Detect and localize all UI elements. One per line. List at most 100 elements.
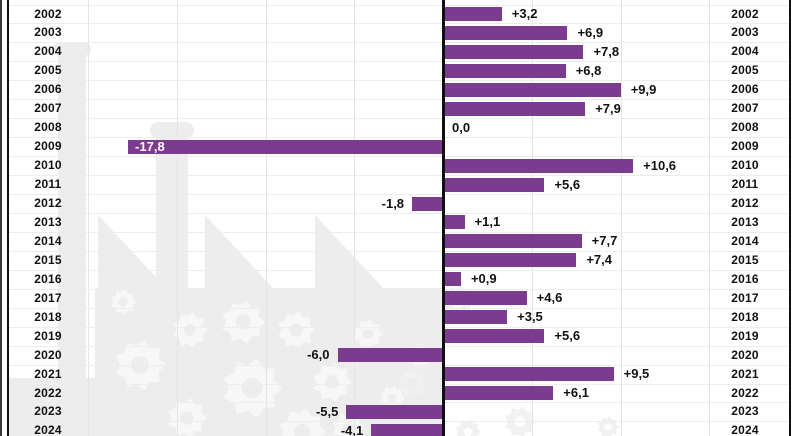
- year-label-right: 2022: [731, 385, 759, 400]
- horizontal-gridline: [9, 364, 789, 366]
- year-label-left: 2002: [34, 6, 62, 21]
- value-label-2002: +3,2: [511, 6, 538, 21]
- year-label-right: 2011: [731, 177, 759, 192]
- horizontal-gridline: [9, 345, 789, 347]
- year-label-left: 2018: [34, 309, 62, 324]
- year-label-left: 2017: [34, 290, 62, 305]
- value-label-2008: 0,0: [452, 119, 471, 135]
- horizontal-gridline: [9, 23, 789, 25]
- bar-2013: [445, 215, 465, 230]
- bar-2018: [445, 310, 508, 325]
- year-label-left: 2016: [34, 271, 62, 286]
- year-label-right: 2021: [731, 366, 759, 381]
- bar-2019: [445, 329, 545, 344]
- year-label-left: 2023: [34, 404, 62, 419]
- vertical-gridline: [88, 0, 89, 436]
- year-label-left: 2024: [34, 423, 62, 436]
- year-label-left: 2020: [34, 347, 62, 362]
- horizontal-gridline: [9, 383, 789, 385]
- value-label-2013: +1,1: [474, 214, 501, 230]
- value-label-2016: +0,9: [470, 271, 497, 287]
- year-label-left: 2009: [34, 139, 62, 154]
- year-label-right: 2005: [731, 63, 759, 78]
- value-label-2007: +7,9: [595, 100, 621, 116]
- zero-axis-line: [442, 0, 445, 436]
- year-label-right: 2019: [731, 328, 759, 343]
- year-label-right: 2018: [731, 309, 759, 324]
- year-label-right: 2010: [731, 158, 759, 173]
- horizontal-gridline: [9, 99, 789, 101]
- bar-2022: [445, 386, 554, 400]
- bar-2016: [445, 272, 461, 287]
- horizontal-gridline: [9, 156, 789, 158]
- horizontal-gridline: [9, 137, 789, 139]
- horizontal-gridline: [9, 194, 789, 195]
- value-label-2024: -4,1: [340, 422, 364, 436]
- vertical-gridline: [176, 0, 178, 436]
- year-label-right: 2024: [731, 423, 759, 436]
- left-frame-line: [7, 0, 9, 436]
- vertical-gridline: [354, 0, 356, 436]
- bar-2012: [412, 196, 444, 211]
- value-label-2009: -17,8: [135, 138, 165, 154]
- bar-2014: [445, 234, 582, 249]
- value-label-2020: -6,0: [307, 347, 330, 363]
- year-label-right: 2012: [731, 196, 759, 210]
- bar-2015: [445, 253, 577, 268]
- outer-left-edge-line: [0, 0, 2, 436]
- horizontal-gridline: [9, 402, 789, 404]
- year-label-left: 2005: [34, 63, 62, 78]
- year-label-left: 2011: [34, 177, 62, 192]
- value-label-2004: +7,8: [593, 43, 620, 59]
- horizontal-gridline: [9, 269, 789, 271]
- value-label-2003: +6,9: [577, 24, 604, 40]
- bar-2003: [445, 25, 568, 40]
- bar-2011: [445, 177, 545, 192]
- value-label-2012: -1,8: [381, 195, 405, 211]
- horizontal-gridline: [9, 61, 789, 63]
- bar-2004: [445, 44, 584, 59]
- bar-2024: [371, 423, 444, 436]
- year-label-left: 2007: [34, 101, 62, 116]
- bar-2009: [128, 139, 444, 154]
- year-label-left: 2013: [34, 214, 62, 229]
- year-label-left: 2015: [34, 252, 62, 267]
- vertical-gridline: [531, 0, 533, 436]
- bar-2007: [445, 101, 586, 116]
- vertical-gridline: [709, 0, 711, 436]
- horizontal-gridline: [9, 4, 789, 6]
- year-label-right: 2002: [731, 6, 759, 21]
- year-label-right: 2020: [731, 347, 759, 362]
- horizontal-gridline: [9, 231, 789, 233]
- year-label-left: 2019: [34, 328, 62, 343]
- vertical-gridline: [265, 0, 267, 436]
- value-label-2011: +5,6: [554, 176, 581, 192]
- value-label-2022: +6,1: [563, 385, 589, 400]
- year-label-right: 2023: [731, 404, 759, 419]
- value-label-2015: +7,4: [586, 252, 613, 268]
- value-label-2014: +7,7: [591, 233, 618, 249]
- vertical-gridline: [620, 0, 622, 436]
- horizontal-gridline: [9, 118, 789, 120]
- horizontal-gridline: [9, 250, 789, 252]
- horizontal-gridline: [9, 421, 789, 423]
- year-label-left: 2012: [34, 196, 62, 210]
- value-label-2010: +10,6: [643, 157, 677, 173]
- year-label-left: 2008: [34, 120, 62, 135]
- horizontal-gridline: [9, 326, 789, 328]
- bar-2017: [445, 291, 527, 306]
- year-label-right: 2015: [731, 252, 759, 267]
- horizontal-gridline: [9, 42, 789, 44]
- bar-2020: [337, 348, 444, 363]
- horizontal-gridline: [9, 288, 789, 290]
- year-label-right: 2016: [731, 271, 759, 286]
- year-label-right: 2013: [731, 214, 759, 229]
- year-label-left: 2010: [34, 158, 62, 173]
- bar-2010: [445, 158, 634, 173]
- year-label-right: 2008: [731, 120, 759, 135]
- value-label-2006: +9,9: [630, 81, 657, 97]
- year-label-left: 2021: [34, 366, 62, 381]
- horizontal-gridline: [9, 175, 789, 177]
